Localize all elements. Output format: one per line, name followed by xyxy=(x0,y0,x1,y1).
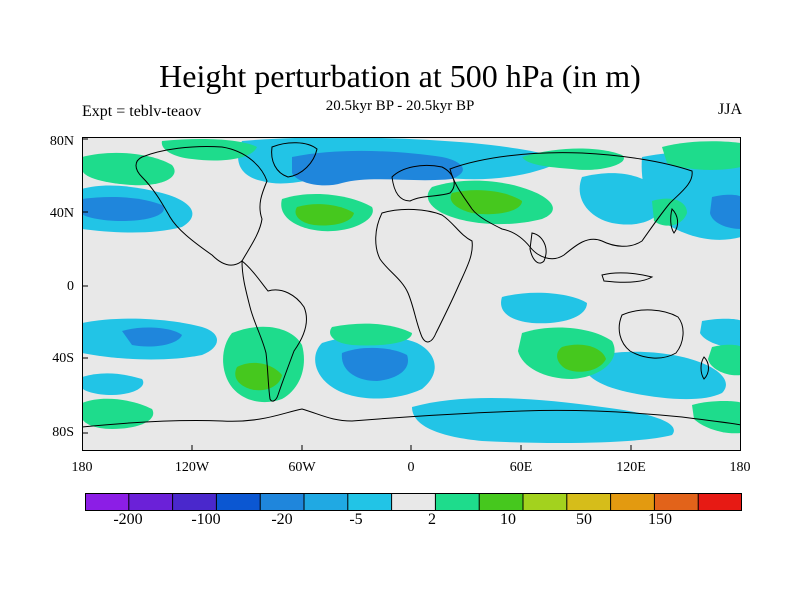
colorbar-label-neg200: -200 xyxy=(113,511,143,528)
height-perturbation-map xyxy=(82,137,741,451)
contour-blue-north xyxy=(292,150,463,186)
plot-subtitle: 20.5kyr BP - 20.5kyr BP xyxy=(325,98,475,114)
colorbar-label-neg20: -20 xyxy=(271,511,293,528)
colorbar xyxy=(85,493,742,511)
lon-label-180w: 180 xyxy=(71,460,93,475)
season-label: JJA xyxy=(717,101,742,118)
colorbar-label-10: 10 xyxy=(500,511,516,528)
colorbar-swatch-7 xyxy=(347,493,392,511)
lat-label-80s: 80S xyxy=(52,425,74,440)
coast-japan xyxy=(670,208,679,234)
colorbar-swatch-12 xyxy=(566,493,611,511)
coast-indonesia xyxy=(601,272,654,283)
contour-blue-spac xyxy=(122,327,182,347)
contour-green-se xyxy=(708,344,741,376)
colorbar-swatch-2 xyxy=(128,493,173,511)
colorbar-frame xyxy=(85,493,742,511)
coast-asia xyxy=(449,152,693,260)
lat-label-40n: 40N xyxy=(49,206,74,221)
colorbar-swatch-6 xyxy=(304,493,348,511)
experiment-label: Expt = teblv-teaov xyxy=(82,103,202,120)
contour-fills xyxy=(82,137,741,443)
contour-green-se2 xyxy=(692,401,741,434)
colorbar-label-neg100: -100 xyxy=(191,511,221,528)
contour-blue-nw xyxy=(82,197,164,221)
contour-green-sind-core xyxy=(557,344,606,372)
lon-label-180e: 180 xyxy=(729,460,751,475)
contour-green-pacific-w xyxy=(652,198,687,226)
contour-green-europe-core xyxy=(450,190,522,215)
colorbar-label-2: 2 xyxy=(428,511,436,528)
lon-label-60w: 60W xyxy=(288,460,316,475)
contour-cyan-spac-east xyxy=(501,292,587,324)
coast-europe xyxy=(391,164,455,202)
contour-green-pacific-s-core xyxy=(235,362,282,391)
lon-label-0: 0 xyxy=(407,460,415,475)
contour-cyan-austral xyxy=(412,397,674,443)
lon-label-120w: 120W xyxy=(174,460,210,475)
colorbar-swatch-1 xyxy=(85,493,129,511)
coast-australia xyxy=(618,309,684,359)
contour-green-nw xyxy=(82,152,175,186)
lat-label-80n: 80N xyxy=(49,134,74,149)
colorbar-swatch-14 xyxy=(654,493,699,511)
coast-india xyxy=(529,232,547,264)
lon-label-60e: 60E xyxy=(509,460,533,475)
contour-blue-ne xyxy=(710,194,741,229)
contour-green-satl xyxy=(330,323,412,346)
map-ticks xyxy=(82,138,632,451)
coast-africa xyxy=(375,208,473,343)
plot-title: Height perturbation at 500 hPa (in m) xyxy=(159,58,641,94)
colorbar-label-150: 150 xyxy=(648,511,672,528)
contour-blue-satl xyxy=(341,347,409,381)
colorbar-swatch-8 xyxy=(391,493,436,511)
contour-green-sw xyxy=(82,398,154,429)
colorbar-label-50: 50 xyxy=(576,511,592,528)
coast-new-zealand xyxy=(700,356,709,380)
coastlines xyxy=(82,142,741,428)
contour-cyan-sw xyxy=(82,373,144,395)
colorbar-swatch-11 xyxy=(523,493,567,511)
colorbar-swatch-5 xyxy=(260,493,304,511)
contour-green-npac xyxy=(161,139,257,161)
colorbar-swatch-9 xyxy=(435,493,480,511)
colorbar-label-neg5: -5 xyxy=(349,511,363,528)
contour-green-atlantic-core xyxy=(295,204,354,226)
lat-label-40s: 40S xyxy=(52,351,74,366)
colorbar-swatch-3 xyxy=(172,493,217,511)
colorbar-swatch-10 xyxy=(479,493,523,511)
contour-green-ne xyxy=(662,141,741,170)
coast-antarctica xyxy=(82,408,741,428)
colorbar-dividers xyxy=(128,493,699,511)
colorbar-swatch-15 xyxy=(698,493,742,511)
contour-cyan-sio xyxy=(582,351,726,400)
coast-south-america xyxy=(241,259,307,402)
contour-cyan-se xyxy=(700,318,741,348)
lat-label-eq: 0 xyxy=(67,279,74,294)
colorbar-swatch-4 xyxy=(216,493,261,511)
coast-greenland xyxy=(271,142,318,178)
contour-cyan-asia xyxy=(579,173,663,225)
colorbar-swatch-13 xyxy=(610,493,655,511)
lon-label-120e: 120E xyxy=(616,460,646,475)
